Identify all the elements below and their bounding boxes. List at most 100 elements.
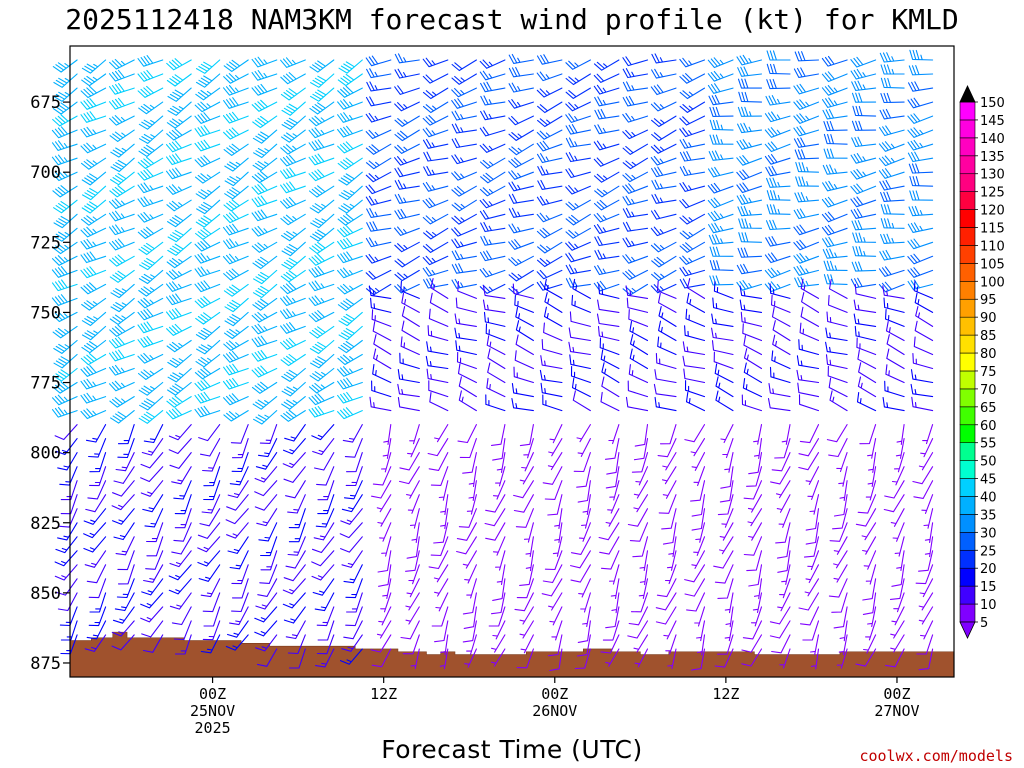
wind-barb bbox=[794, 276, 820, 288]
wind-barb bbox=[231, 438, 249, 459]
wind-barb bbox=[536, 87, 563, 98]
y-tick-label: 850 bbox=[30, 584, 61, 604]
wind-barb bbox=[547, 494, 563, 516]
wind-barb bbox=[380, 452, 392, 473]
wind-barb bbox=[411, 522, 420, 544]
wind-barb bbox=[86, 620, 107, 640]
wind-barb bbox=[252, 115, 278, 129]
wind-barb bbox=[821, 224, 848, 236]
wind-barb bbox=[251, 241, 278, 253]
wind-barb bbox=[889, 578, 905, 600]
wind-barb bbox=[741, 648, 763, 667]
wind-barb bbox=[194, 171, 221, 184]
wind-barb bbox=[338, 325, 363, 341]
wind-barb bbox=[222, 253, 249, 265]
wind-barb bbox=[282, 592, 306, 609]
wind-barb bbox=[829, 522, 848, 542]
colorbar-label: 75 bbox=[980, 365, 997, 380]
wind-barb bbox=[565, 227, 591, 239]
wind-barb bbox=[737, 78, 763, 89]
wind-barb bbox=[593, 84, 620, 95]
wind-barb bbox=[913, 280, 934, 299]
wind-barb bbox=[309, 199, 335, 214]
wind-barb bbox=[308, 169, 335, 182]
wind-barb bbox=[137, 367, 164, 380]
wind-barb bbox=[197, 550, 221, 567]
wind-barb bbox=[658, 320, 677, 342]
wind-barb bbox=[365, 96, 392, 107]
wind-barb bbox=[462, 550, 477, 569]
wind-barb bbox=[115, 536, 135, 556]
wind-barb bbox=[574, 648, 591, 670]
wind-barb bbox=[52, 185, 78, 198]
wind-barb bbox=[222, 111, 249, 124]
wind-barb bbox=[822, 180, 848, 192]
wind-barb bbox=[525, 550, 534, 572]
wind-barb bbox=[433, 522, 449, 544]
wind-barb bbox=[462, 592, 477, 615]
y-tick-label: 725 bbox=[30, 233, 61, 253]
wind-barb bbox=[137, 85, 164, 98]
wind-barb bbox=[661, 466, 677, 485]
speed-colorbar: 5 10 15 20 25 30 35 40 45 50 55 60 65 70 75 80 85 90 95 100… bbox=[959, 85, 1005, 639]
wind-barb bbox=[724, 620, 734, 642]
wind-barb bbox=[537, 179, 563, 190]
wind-barb bbox=[878, 125, 905, 137]
wind-barb bbox=[394, 101, 420, 112]
wind-barb bbox=[368, 285, 392, 299]
wind-barb bbox=[594, 236, 620, 247]
wind-barb bbox=[622, 56, 649, 67]
wind-barb bbox=[851, 136, 877, 148]
wind-barb bbox=[108, 349, 135, 362]
wind-barb bbox=[684, 578, 706, 597]
wind-barb bbox=[337, 366, 363, 377]
wind-barb bbox=[308, 115, 335, 127]
wind-barb bbox=[865, 620, 877, 641]
wind-barb bbox=[202, 452, 221, 472]
wind-barb bbox=[488, 606, 506, 627]
wind-barb bbox=[280, 322, 306, 334]
wind-barb bbox=[195, 325, 221, 341]
wind-barb bbox=[655, 352, 677, 370]
wind-barb bbox=[793, 67, 820, 78]
wind-barb bbox=[85, 424, 107, 443]
wind-barb bbox=[199, 438, 221, 457]
wind-barb bbox=[880, 92, 905, 104]
colorbar-label: 30 bbox=[980, 526, 997, 541]
wind-barb bbox=[451, 278, 477, 289]
wind-barb bbox=[628, 606, 649, 626]
wind-barb bbox=[458, 376, 477, 398]
wind-barb bbox=[309, 227, 335, 242]
wind-barb bbox=[850, 56, 877, 68]
wind-barb bbox=[850, 153, 877, 164]
wind-barb bbox=[570, 564, 591, 583]
wind-barb bbox=[194, 379, 221, 392]
wind-barb bbox=[80, 364, 107, 377]
wind-barb bbox=[422, 241, 449, 253]
wind-barb bbox=[802, 620, 820, 641]
wind-barb bbox=[252, 283, 278, 299]
wind-barb bbox=[651, 166, 677, 178]
wind-barb bbox=[311, 536, 335, 554]
wind-barb bbox=[746, 466, 763, 487]
wind-barb bbox=[831, 592, 848, 613]
wind-barb bbox=[138, 381, 164, 396]
wind-barb bbox=[715, 376, 734, 398]
wind-barb bbox=[711, 313, 734, 327]
wind-barb bbox=[519, 466, 534, 485]
wind-barb bbox=[406, 480, 420, 499]
wind-barb bbox=[600, 550, 620, 570]
wind-barb bbox=[167, 381, 192, 396]
wind-barb bbox=[771, 452, 791, 472]
wind-barb bbox=[714, 564, 734, 584]
wind-barb bbox=[822, 236, 848, 248]
wind-barb bbox=[632, 536, 649, 558]
wind-barb bbox=[683, 368, 706, 384]
wind-barb bbox=[851, 261, 877, 272]
wind-barb bbox=[308, 139, 335, 151]
wind-barb bbox=[833, 606, 848, 629]
wind-barb bbox=[565, 101, 591, 112]
wind-barb bbox=[80, 238, 107, 250]
wind-barb bbox=[451, 213, 477, 225]
wind-barb bbox=[496, 564, 506, 586]
